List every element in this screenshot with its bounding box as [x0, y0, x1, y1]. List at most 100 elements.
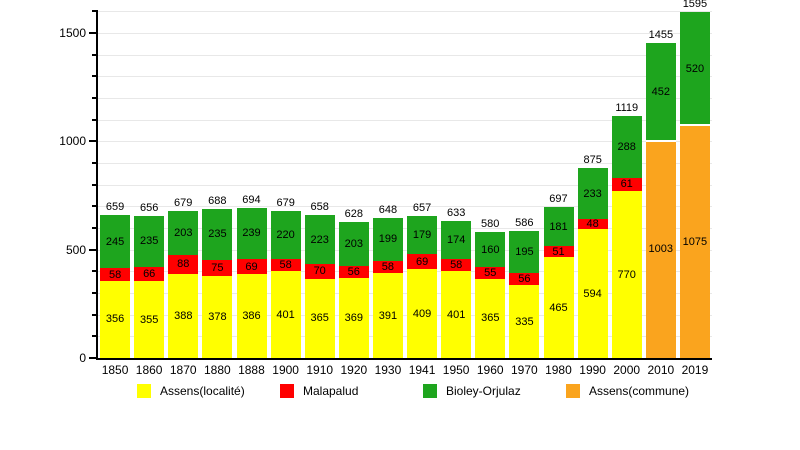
gridline — [98, 314, 712, 316]
y-axis-tick — [92, 270, 98, 273]
bar-segment: 378 — [202, 276, 233, 358]
x-tick-label: 1900 — [272, 363, 299, 377]
legend-swatch — [566, 384, 580, 398]
bar-segment: 56 — [509, 273, 540, 286]
bar-segment: 335 — [509, 285, 540, 358]
bar-segment: 235 — [134, 215, 165, 267]
bar-total-label: 1595 — [682, 0, 708, 11]
x-tick-label: 1880 — [203, 363, 231, 377]
segment-separator — [645, 139, 676, 142]
y-axis-tick — [92, 335, 98, 338]
y-axis-tick — [92, 183, 98, 186]
bar-total-label: 679 — [276, 196, 295, 209]
bar-segment: 1003 — [645, 140, 676, 358]
bar-segment: 356 — [100, 280, 131, 358]
x-tick-label: 1970 — [510, 363, 538, 377]
bar-segment: 465 — [543, 257, 574, 359]
bar-segment: 69 — [236, 259, 267, 275]
gridline — [98, 54, 712, 56]
bar-segment: 75 — [202, 259, 233, 277]
legend-item: Assens(commune) — [566, 384, 709, 398]
y-axis-tick — [92, 313, 98, 316]
gridline — [98, 11, 712, 13]
legend-label: Assens(commune) — [589, 384, 690, 398]
bar-segment: 58 — [372, 260, 403, 274]
bar-segment: 365 — [304, 278, 335, 358]
x-tick-label: 1941 — [408, 363, 436, 377]
segment-separator — [679, 124, 710, 127]
legend-item: Malapalud — [280, 384, 423, 398]
bar-total-label: 586 — [515, 217, 534, 229]
x-axis-line — [96, 358, 712, 360]
y-tick-label: 0 — [79, 351, 86, 365]
gridline — [98, 98, 712, 99]
bar-segment: 58 — [100, 268, 131, 281]
y-axis-tick — [92, 10, 98, 13]
bar-segment: 386 — [236, 274, 267, 358]
bar-segment: 401 — [270, 271, 301, 358]
bar-total-label: 688 — [208, 194, 227, 207]
bar-segment: 520 — [679, 12, 710, 126]
bar-total-label: 1455 — [648, 28, 674, 41]
gridline — [98, 163, 712, 164]
x-tick-label: 2010 — [647, 363, 675, 377]
gridline — [98, 293, 712, 294]
gridline — [98, 206, 712, 208]
x-tick-label: 1960 — [476, 363, 504, 377]
bar-segment: 199 — [372, 217, 403, 261]
gridline — [98, 336, 712, 338]
y-tick-label: 500 — [65, 242, 86, 257]
bar-total-label: 697 — [549, 193, 568, 205]
bar-segment: 58 — [270, 258, 301, 272]
bar-total-label: 633 — [446, 206, 466, 219]
gridline — [98, 271, 712, 273]
bar-total-label: 656 — [139, 201, 159, 214]
bar-segment: 56 — [338, 265, 369, 278]
bar-segment: 181 — [543, 207, 574, 247]
bar-segment: 160 — [475, 232, 506, 267]
legend-label: Assens(localité) — [160, 384, 245, 398]
y-axis-tick — [89, 357, 98, 359]
x-tick-label: 1950 — [442, 363, 470, 377]
legend-label: Bioley-Orjulaz — [446, 384, 521, 398]
legend-item: Assens(localité) — [137, 384, 280, 398]
bar-total-label: 694 — [242, 193, 261, 206]
bar-total-label: 659 — [105, 201, 125, 214]
gridline — [98, 33, 712, 34]
bar-segment: 66 — [134, 266, 165, 282]
y-axis-tick — [89, 248, 98, 251]
y-axis-tick — [92, 75, 98, 78]
x-tick-label: 1920 — [340, 363, 368, 377]
bar-segment: 452 — [645, 42, 676, 141]
x-tick-label: 2000 — [613, 363, 641, 377]
bar-segment: 594 — [577, 229, 608, 358]
bar-segment: 401 — [441, 271, 472, 358]
bar-total-label: 875 — [583, 154, 602, 167]
bar-segment: 233 — [577, 168, 608, 219]
gridline — [98, 119, 712, 121]
y-axis-tick — [92, 118, 98, 121]
bar-segment: 239 — [236, 207, 267, 260]
legend-swatch — [423, 384, 437, 398]
legend-label: Malapalud — [303, 384, 359, 398]
bar-segment: 355 — [134, 281, 165, 358]
bar-segment: 69 — [407, 254, 438, 270]
y-axis-tick — [92, 53, 98, 56]
bar-total-label: 679 — [174, 196, 193, 209]
bar-segment: 58 — [441, 258, 472, 272]
x-tick-label: 1930 — [374, 363, 402, 377]
x-tick-label: 1910 — [306, 363, 334, 377]
y-axis-tick — [89, 140, 98, 143]
legend-swatch — [137, 384, 151, 398]
y-axis-line — [96, 10, 98, 360]
bar-segment: 61 — [611, 177, 642, 192]
legend-swatch — [280, 384, 294, 398]
bar-total-label: 658 — [310, 201, 329, 214]
bar-segment: 770 — [611, 191, 642, 358]
y-axis-tick — [92, 162, 98, 164]
y-axis-tick — [92, 205, 98, 208]
bar-segment: 365 — [475, 278, 506, 358]
bar-segment: 1075 — [679, 125, 710, 358]
gridline — [98, 76, 712, 78]
